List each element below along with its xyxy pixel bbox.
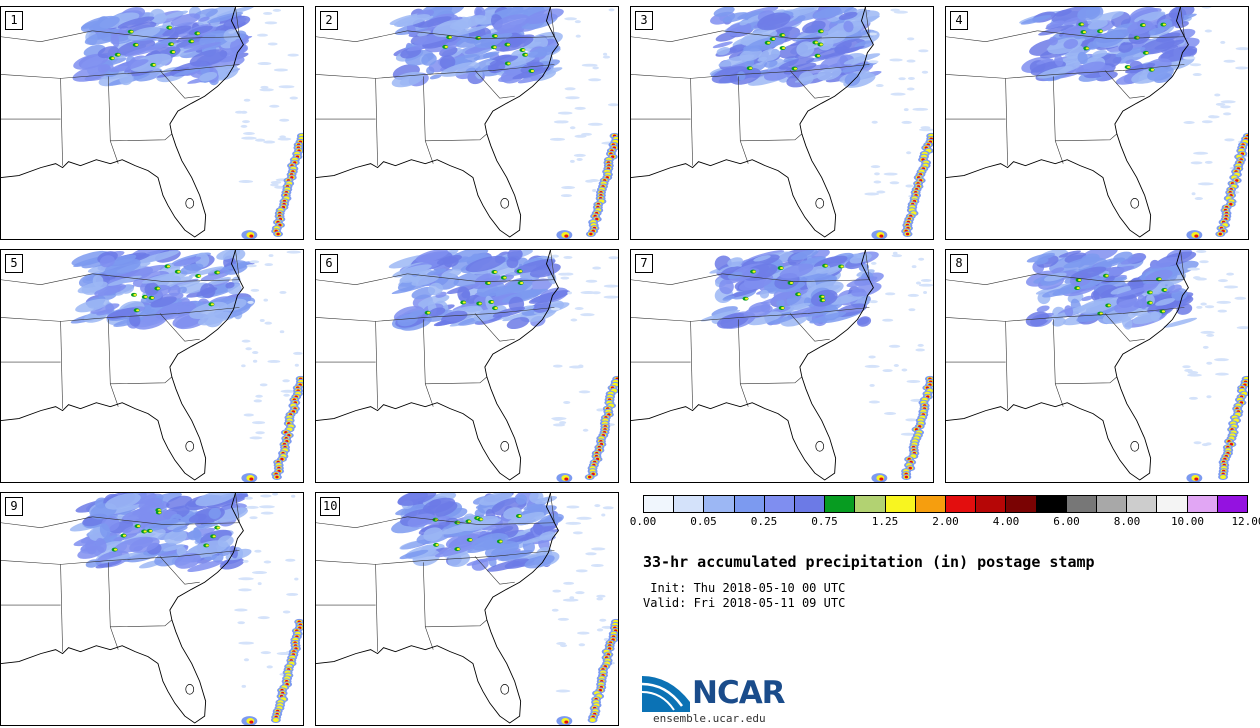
colorbar-tick-labels: 0.00 0.05 0.25 0.75 1.25 2.00 4.00 6.00 8.00 10.0… bbox=[630, 515, 1260, 529]
colorbar-tick-label: 0.05 bbox=[690, 515, 717, 528]
colorbar-swatch bbox=[734, 496, 765, 512]
colorbar-swatch bbox=[1006, 496, 1037, 512]
member-number-label: 4 bbox=[950, 11, 968, 30]
colorbar-swatch bbox=[1097, 496, 1128, 512]
colorbar-tick-label: 0.25 bbox=[750, 515, 778, 528]
member-number-label: 10 bbox=[320, 497, 341, 516]
colorbar-tick-label: 0.00 bbox=[629, 515, 657, 528]
colorbar-tick-label: 12.00 bbox=[1231, 515, 1260, 528]
ensemble-member-map: 10 bbox=[315, 492, 619, 726]
init-time: Init: Thu 2018-05-10 00 UTC bbox=[643, 581, 846, 595]
colorbar-tick-label: 1.25 bbox=[871, 515, 899, 528]
ensemble-member-map: 1 bbox=[0, 6, 304, 240]
site-url: ensemble.ucar.edu bbox=[653, 712, 766, 725]
ensemble-member-map: 7 bbox=[630, 249, 934, 483]
colorbar-swatch bbox=[795, 496, 826, 512]
colorbar-tick-label: 4.00 bbox=[992, 515, 1020, 528]
colorbar-swatch bbox=[674, 496, 705, 512]
colorbar-swatch bbox=[1066, 496, 1098, 512]
colorbar-swatch bbox=[946, 496, 977, 512]
colorbar-swatch bbox=[704, 496, 735, 512]
precipitation-colorbar bbox=[643, 495, 1248, 513]
colorbar-swatch bbox=[1036, 496, 1067, 512]
chart-title: 33-hr accumulated precipitation (in) pos… bbox=[643, 553, 1095, 571]
colorbar-swatch bbox=[1157, 496, 1188, 512]
ensemble-member-map: 6 bbox=[315, 249, 619, 483]
ensemble-member-map: 9 bbox=[0, 492, 304, 726]
colorbar-swatch bbox=[976, 496, 1007, 512]
colorbar-swatch bbox=[1187, 496, 1218, 512]
ensemble-member-map: 3 bbox=[630, 6, 934, 240]
valid-time: Valid: Fri 2018-05-11 09 UTC bbox=[643, 596, 846, 610]
colorbar-swatch bbox=[1217, 496, 1248, 512]
ensemble-member-map: 4 bbox=[945, 6, 1249, 240]
colorbar-swatch bbox=[915, 496, 947, 512]
ensemble-member-map: 5 bbox=[0, 249, 304, 483]
colorbar-swatch bbox=[855, 496, 886, 512]
colorbar-tick-label: 6.00 bbox=[1053, 515, 1080, 528]
colorbar-swatch bbox=[885, 496, 916, 512]
colorbar-swatch bbox=[764, 496, 796, 512]
member-number-label: 3 bbox=[635, 11, 653, 30]
ensemble-member-map: 2 bbox=[315, 6, 619, 240]
member-number-label: 8 bbox=[950, 254, 968, 273]
colorbar-swatch bbox=[1127, 496, 1158, 512]
colorbar-tick-label: 0.75 bbox=[811, 515, 838, 528]
colorbar-tick-label: 8.00 bbox=[1113, 515, 1141, 528]
colorbar-swatch bbox=[825, 496, 856, 512]
member-number-label: 2 bbox=[320, 11, 338, 30]
ncar-logo-icon bbox=[642, 676, 690, 712]
ncar-logo-text: NCAR bbox=[692, 675, 786, 711]
member-number-label: 5 bbox=[5, 254, 23, 273]
member-number-label: 9 bbox=[5, 497, 23, 516]
member-number-label: 1 bbox=[5, 11, 23, 30]
colorbar-tick-label: 10.00 bbox=[1170, 515, 1205, 528]
colorbar-tick-label: 2.00 bbox=[932, 515, 959, 528]
colorbar-swatch bbox=[644, 496, 675, 512]
member-number-label: 7 bbox=[635, 254, 653, 273]
member-number-label: 6 bbox=[320, 254, 338, 273]
ensemble-member-map: 8 bbox=[945, 249, 1249, 483]
